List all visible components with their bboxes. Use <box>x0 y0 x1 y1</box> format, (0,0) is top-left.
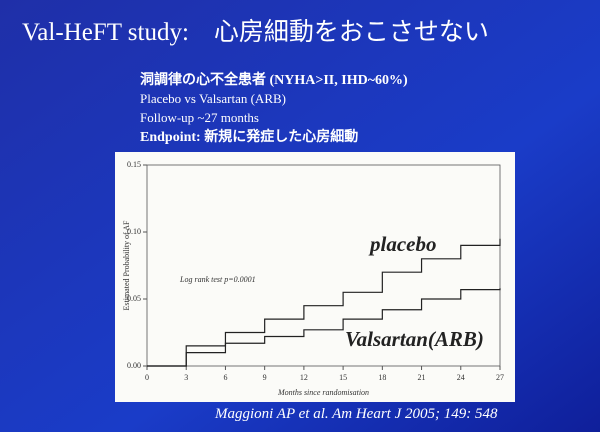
y-tick-label: 0.00 <box>127 361 141 370</box>
y-tick-label: 0.10 <box>127 227 141 236</box>
plot-frame <box>146 164 501 367</box>
y-axis-label: Estimated Probability of AF <box>122 220 131 311</box>
text-line: 洞調律の心不全患者 (NYHA>II, IHD~60%) <box>140 71 408 88</box>
x-tick-label: 24 <box>457 373 465 382</box>
x-tick-label: 6 <box>223 373 227 382</box>
x-tick-label: 3 <box>184 373 188 382</box>
series-label: placebo <box>368 232 436 256</box>
y-tick-label: 0.05 <box>127 294 141 303</box>
text-line: Follow-up ~27 months <box>140 110 259 125</box>
x-axis-label: Months since randomisation <box>277 388 369 397</box>
x-tick-label: 0 <box>145 373 149 382</box>
x-tick-label: 9 <box>263 373 267 382</box>
chart-panel <box>115 152 515 402</box>
citation: Maggioni AP et al. Am Heart J 2005; 149:… <box>214 406 498 422</box>
x-tick-label: 12 <box>300 373 308 382</box>
x-tick-label: 18 <box>378 373 386 382</box>
text-line: Placebo vs Valsartan (ARB) <box>140 91 286 106</box>
line-series <box>147 288 501 367</box>
y-tick-label: 0.15 <box>127 160 141 169</box>
text-line: Endpoint: 新規に発症した心房細動 <box>140 128 358 145</box>
x-tick-label: 21 <box>418 373 426 382</box>
series-label: Valsartan(ARB) <box>345 327 484 351</box>
x-tick-label: 15 <box>339 373 347 382</box>
annotation: Log rank test p=0.0001 <box>179 275 256 284</box>
x-tick-label: 27 <box>496 373 504 382</box>
slide-title: Val-HeFT study: 心房細動をおこさせない <box>22 18 489 46</box>
